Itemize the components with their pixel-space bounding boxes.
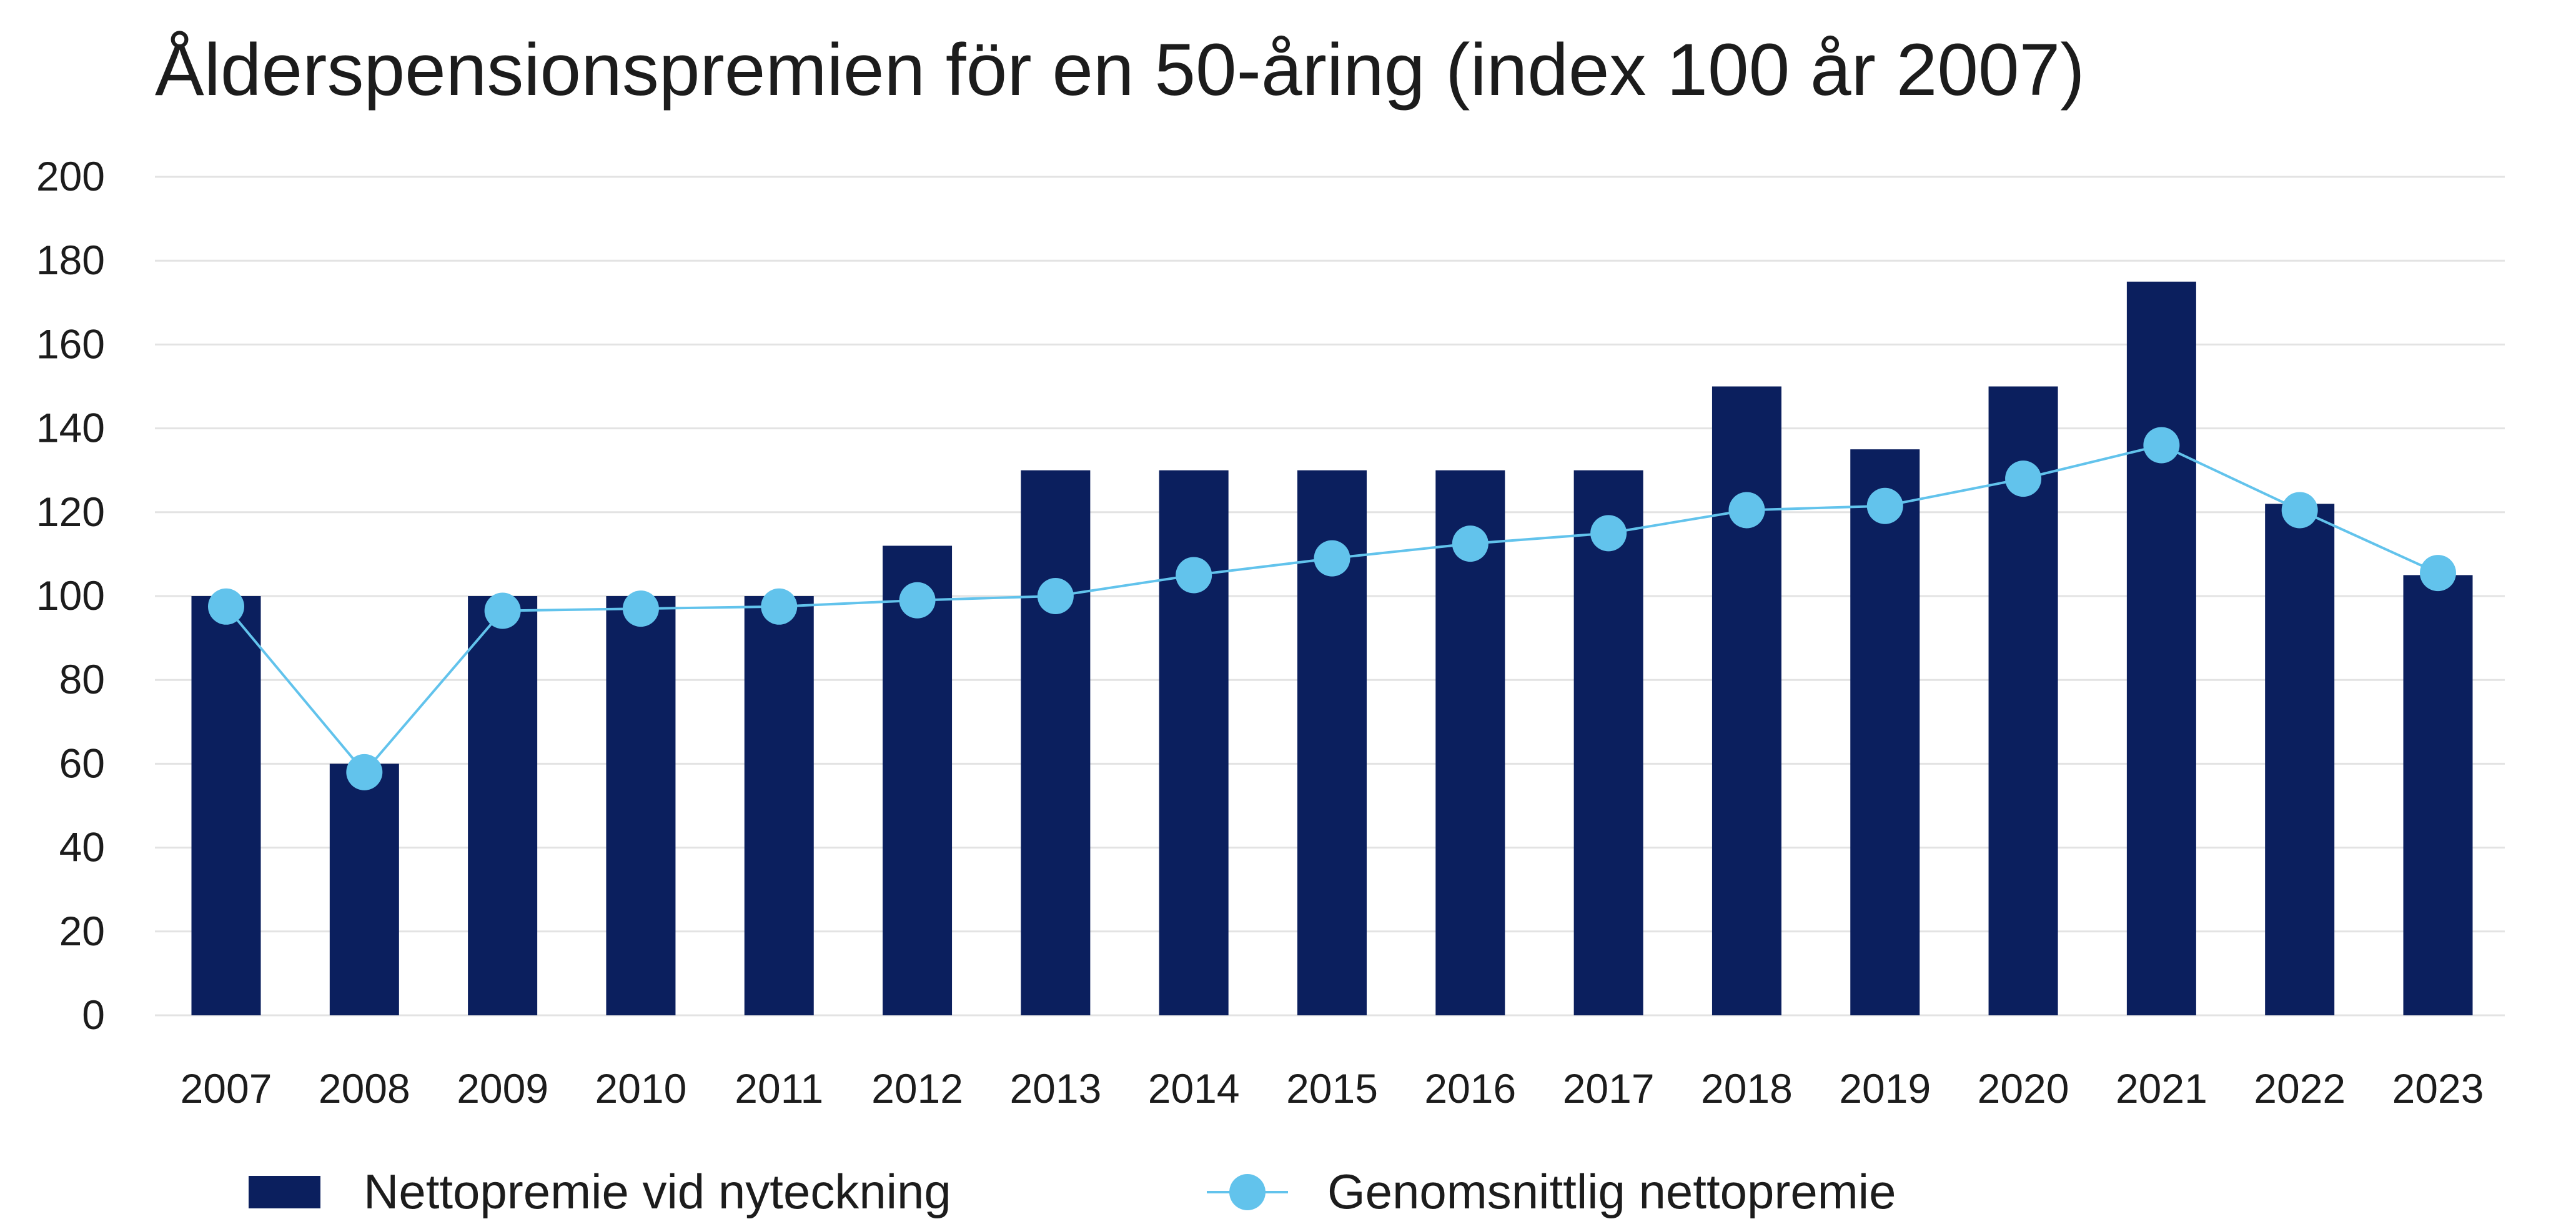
bar [1573, 470, 1643, 1015]
y-tick-label: 160 [36, 321, 105, 367]
line-point [346, 754, 383, 790]
bar [2126, 281, 2196, 1015]
x-tick-label: 2013 [1009, 1065, 1101, 1112]
y-tick-label: 120 [36, 489, 105, 535]
bar [1712, 386, 1781, 1015]
line-point [2281, 492, 2318, 529]
line-point [899, 582, 936, 619]
x-tick-label: 2019 [1839, 1065, 1931, 1112]
y-tick-label: 60 [59, 740, 105, 786]
line-point [484, 592, 521, 629]
y-tick-label: 40 [59, 824, 105, 870]
bar [1021, 470, 1091, 1015]
line-point [1866, 487, 1903, 524]
x-tick-label: 2008 [319, 1065, 410, 1112]
x-tick-label: 2014 [1148, 1065, 1240, 1112]
y-tick-label: 0 [82, 992, 105, 1038]
line-point [1037, 578, 1074, 614]
line-point [622, 590, 659, 627]
y-tick-label: 200 [36, 153, 105, 199]
y-tick-label: 140 [36, 405, 105, 451]
x-tick-label: 2015 [1286, 1065, 1378, 1112]
line-point [1314, 540, 1350, 577]
bar [2403, 575, 2473, 1015]
x-tick-label: 2016 [1424, 1065, 1516, 1112]
legend: Nettopremie vid nyteckning Genomsnittlig … [249, 1164, 1896, 1219]
legend-swatch-bar [249, 1176, 320, 1208]
line-point [2143, 427, 2180, 464]
x-tick-label: 2012 [871, 1065, 963, 1112]
line-series [208, 427, 2456, 790]
y-axis-tick-labels: 0 20 40 60 80 100 120 140 160 180 200 [36, 153, 105, 1038]
bar [744, 596, 814, 1015]
x-tick-label: 2023 [2392, 1065, 2484, 1112]
line-point [1590, 515, 1627, 552]
x-tick-label: 2007 [181, 1065, 272, 1112]
x-tick-label: 2020 [1978, 1065, 2069, 1112]
bar [606, 596, 676, 1015]
legend-label: Nettopremie vid nyteckning [364, 1164, 951, 1219]
line-point [208, 588, 244, 625]
chart-title: Ålderspensionspremien för en 50-åring (i… [155, 29, 2085, 111]
bar [191, 596, 261, 1015]
bar [1159, 470, 1229, 1015]
bar [2265, 504, 2335, 1015]
x-tick-label: 2011 [735, 1065, 823, 1112]
y-tick-label: 80 [59, 656, 105, 702]
line-point [1176, 557, 1212, 594]
bar [883, 545, 953, 1015]
legend-marker [1229, 1174, 1266, 1210]
x-tick-label: 2009 [457, 1065, 548, 1112]
line-point [1728, 492, 1765, 529]
bar-series [191, 281, 2473, 1015]
bar [1850, 449, 1920, 1015]
x-tick-label: 2010 [595, 1065, 687, 1112]
legend-label: Genomsnittlig nettopremie [1327, 1164, 1896, 1219]
bar [468, 596, 538, 1015]
line-point [2005, 460, 2042, 497]
x-tick-label: 2018 [1701, 1065, 1793, 1112]
line-point [761, 588, 798, 625]
line-point [2420, 555, 2456, 592]
y-tick-label: 180 [36, 237, 105, 283]
bar [329, 764, 399, 1015]
y-tick-label: 20 [59, 908, 105, 954]
x-tick-label: 2022 [2254, 1065, 2346, 1112]
x-axis-tick-labels: 2007 2008 2009 2010 2011 2012 2013 2014 2015 2016… [181, 1065, 2484, 1112]
y-tick-label: 100 [36, 572, 105, 619]
line-point [1452, 525, 1489, 562]
x-tick-label: 2021 [2116, 1065, 2207, 1112]
x-tick-label: 2017 [1563, 1065, 1655, 1112]
